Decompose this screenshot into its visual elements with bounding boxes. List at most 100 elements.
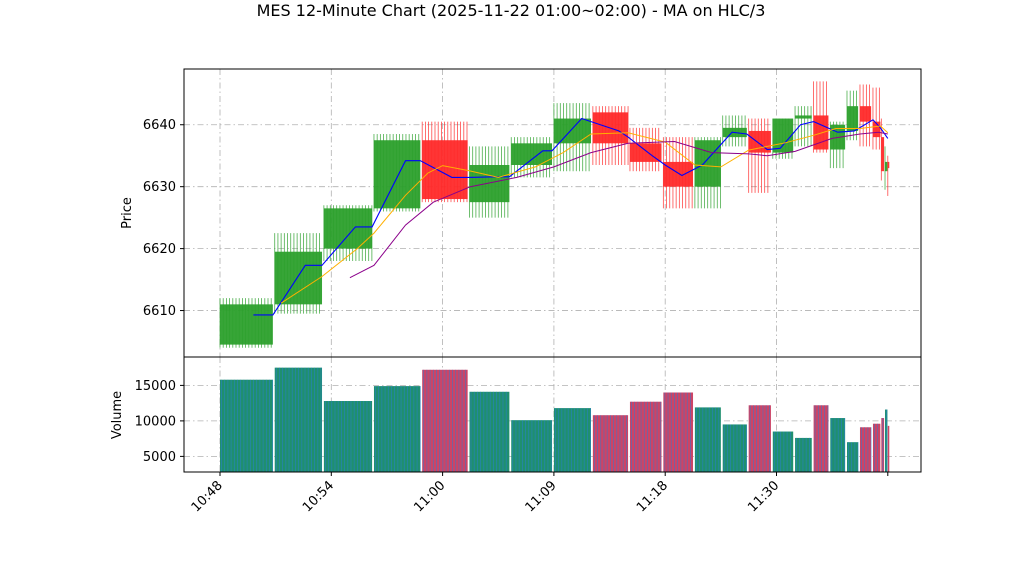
x-axis-ticks: 10:48 10:54 11:00 11:09 11:18 11:30: [189, 472, 889, 515]
volume-tick-label-2: 15000: [135, 379, 176, 394]
x-tick-label-0: 10:48: [189, 478, 226, 515]
x-tick-label-5: 11:30: [745, 478, 782, 515]
candle-body-1: [274, 251, 323, 305]
volume-bar-13: [748, 405, 771, 472]
volume-bar-fill-4: [422, 369, 468, 472]
candle-body-6: [511, 143, 553, 165]
volume-bar-7: [553, 408, 591, 472]
volume-bar-5: [469, 391, 510, 472]
candle-body-19: [859, 106, 872, 122]
volume-bar-17: [830, 418, 846, 472]
candle-body-23: [887, 161, 890, 169]
volume-y-ticks: 5000 10000 15000: [135, 379, 184, 465]
volume-bar-2: [323, 401, 373, 472]
price-tick-label-2: 6630: [143, 180, 176, 195]
candle-body-10: [663, 161, 694, 187]
candle-15: [794, 106, 812, 147]
volume-bar-fill-9: [629, 401, 662, 472]
candle-12: [722, 115, 747, 147]
volume-bar-fill-19: [859, 427, 872, 472]
candle-20: [872, 87, 881, 150]
candle-6: [510, 137, 553, 178]
volume-tick-label-1: 10000: [135, 414, 176, 429]
volume-bars: [220, 367, 890, 472]
volume-bar-fill-23: [887, 425, 890, 472]
candle-3: [373, 134, 421, 212]
candle-23: [887, 155, 890, 196]
price-axis-label: Price: [120, 197, 135, 229]
volume-bar-fill-20: [872, 423, 881, 472]
volume-bar-fill-5: [469, 391, 510, 472]
volume-bar-18: [846, 442, 859, 472]
volume-bar-fill-18: [846, 442, 859, 472]
volume-bar-14: [772, 431, 794, 472]
candle-7: [553, 103, 591, 172]
volume-bar-22: [885, 409, 888, 472]
volume-bar-23: [887, 425, 890, 472]
volume-bar-fill-11: [694, 407, 721, 472]
price-axes-frame: [183, 68, 922, 358]
volume-bar-15: [795, 437, 812, 472]
volume-bar-fill-0: [220, 379, 273, 472]
volume-axis-label: Volume: [110, 391, 125, 439]
chart-title: MES 12-Minute Chart (2025-11-22 01:00~02…: [257, 1, 766, 20]
ma-fast-line: [253, 117, 889, 316]
volume-bar-0: [220, 379, 274, 472]
price-y-ticks: 6610 6620 6630 6640: [143, 118, 184, 319]
candle-22: [884, 146, 888, 190]
volume-axes-frame: [183, 356, 922, 473]
candle-2: [323, 205, 373, 261]
volume-bar-8: [592, 415, 629, 472]
candle-body-21: [881, 137, 885, 172]
ma-mid-line: [280, 125, 889, 304]
candle-body-15: [795, 115, 812, 119]
volume-bar-1: [274, 367, 323, 472]
volume-bar-6: [511, 420, 553, 472]
volume-bar-10: [663, 392, 694, 472]
volume-bar-20: [872, 423, 881, 472]
price-tick-label-3: 6640: [143, 118, 176, 133]
candle-body-5: [469, 165, 510, 203]
volume-bar-fill-15: [795, 437, 812, 472]
volume-bar-9: [629, 401, 662, 472]
candle-body-20: [872, 121, 881, 138]
candle-1: [274, 233, 323, 314]
x-tick-label-2: 11:00: [411, 478, 448, 515]
candle-4: [421, 121, 468, 203]
volume-bar-4: [422, 369, 468, 472]
x-tick-label-1: 10:54: [300, 478, 337, 515]
volume-bar-fill-16: [813, 405, 829, 472]
volume-bar-fill-12: [722, 424, 747, 472]
candle-body-14: [772, 118, 794, 153]
volume-bar-fill-7: [553, 408, 591, 472]
volume-tick-label-0: 5000: [143, 450, 176, 465]
candle-body-2: [323, 208, 373, 249]
volume-bar-11: [694, 407, 721, 472]
price-tick-label-1: 6620: [143, 242, 176, 257]
candle-10: [662, 137, 694, 209]
volume-panel: 5000 10000 15000 Volume: [110, 356, 922, 473]
candle-body-22: [885, 161, 888, 172]
price-grid: [184, 69, 921, 357]
ma-slow-line: [349, 131, 888, 279]
candle-19: [859, 84, 872, 147]
volume-bar-3: [373, 386, 421, 472]
candle-body-7: [553, 118, 591, 144]
candle-18: [846, 90, 859, 141]
x-tick-label-4: 11:18: [634, 478, 671, 515]
volume-bar-19: [859, 427, 872, 472]
volume-bar-16: [813, 405, 829, 472]
candle-8: [592, 106, 629, 165]
candle-body-18: [846, 106, 859, 131]
price-bars: [219, 81, 890, 348]
volume-bar-fill-14: [772, 431, 794, 472]
candle-5: [469, 146, 510, 218]
volume-bar-12: [722, 424, 747, 472]
candle-11: [694, 137, 721, 209]
price-panel: 6610 6620 6630 6640 Price: [120, 68, 922, 358]
candle-body-3: [373, 140, 421, 209]
candle-body-0: [220, 304, 273, 345]
candle-0: [219, 298, 273, 348]
candle-body-4: [422, 140, 468, 200]
volume-bar-fill-3: [373, 386, 421, 472]
